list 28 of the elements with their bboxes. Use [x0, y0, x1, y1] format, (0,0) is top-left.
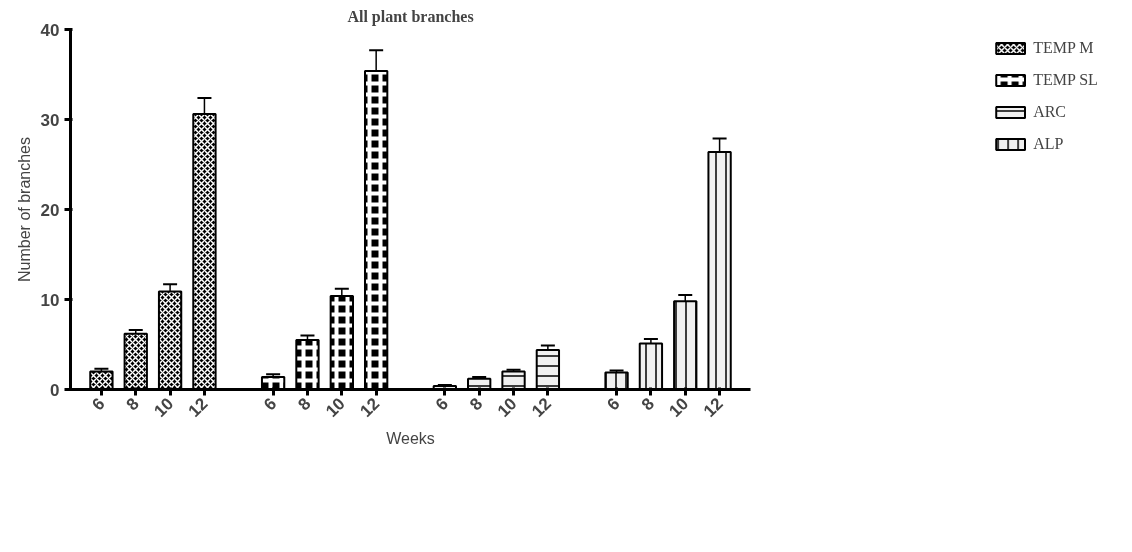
legend-label: TEMP M: [1033, 39, 1094, 57]
x-tick-label: 6: [603, 394, 624, 415]
x-tick-label: 10: [665, 394, 693, 421]
y-tick-label: 10: [40, 290, 60, 310]
y-tick-label: 30: [40, 110, 60, 130]
y-tick-label: 40: [40, 20, 60, 40]
x-tick-label: 10: [493, 394, 521, 421]
x-tick-label: 8: [637, 394, 658, 415]
legend-label: ARC: [1033, 103, 1067, 121]
x-tick-label: 10: [150, 394, 178, 421]
x-tick-label: 8: [122, 394, 143, 415]
x-tick-label: 6: [431, 394, 452, 415]
y-tick-label: 20: [40, 200, 60, 220]
x-tick-label: 8: [466, 394, 487, 415]
y-tick-label: 0: [50, 380, 60, 400]
x-tick-label: 12: [699, 394, 727, 421]
x-tick-label: 6: [88, 394, 109, 415]
x-tick-label: 12: [356, 394, 384, 421]
legend-label: TEMP SL: [1033, 71, 1098, 89]
legend-label: ALP: [1033, 135, 1064, 153]
x-tick-label: 12: [528, 394, 555, 421]
x-axis-title: Weeks: [386, 430, 435, 448]
chart-title: All plant branches: [347, 7, 474, 26]
x-tick-label: 6: [260, 394, 281, 415]
x-tick-label: 10: [322, 394, 349, 421]
x-tick-label: 8: [294, 394, 315, 415]
x-tick-label: 12: [184, 394, 212, 421]
y-axis-title: Number of branches: [15, 137, 33, 282]
